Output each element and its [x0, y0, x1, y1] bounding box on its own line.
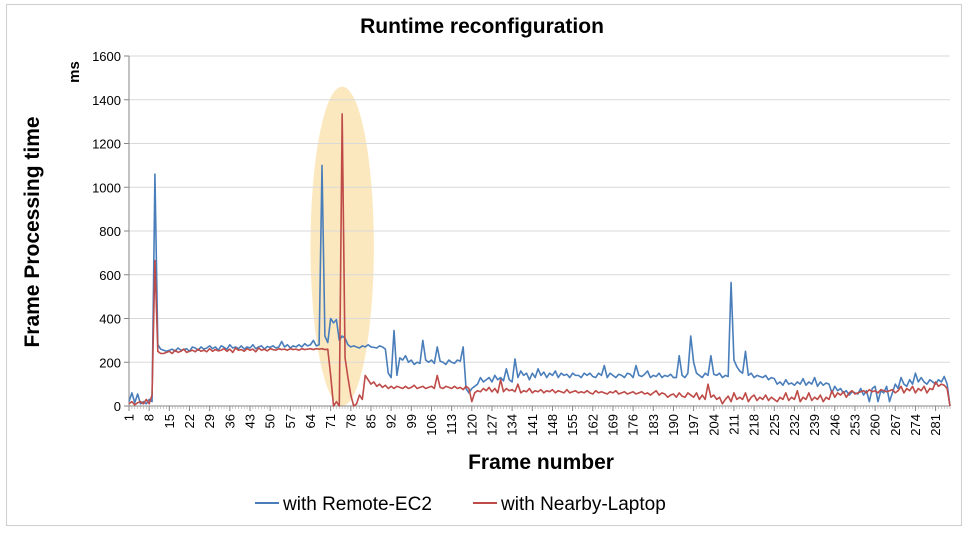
- legend: with Remote-EC2 with Nearby-Laptop: [255, 494, 666, 515]
- y-tick-label: 600: [99, 268, 121, 283]
- x-tick-label: 141: [525, 414, 540, 436]
- x-tick-label: 225: [767, 414, 782, 436]
- y-tick-label: 800: [99, 224, 121, 239]
- x-tick-label: 176: [626, 414, 641, 436]
- legend-label-nearby-laptop: with Nearby-Laptop: [500, 494, 666, 515]
- x-tick-label: 155: [565, 414, 580, 436]
- highlight-layer: [310, 86, 374, 406]
- x-tick-label: 253: [847, 414, 862, 436]
- gridlines: [129, 55, 950, 363]
- axes: 0 200 400 600 800 1000 1200 1400 1600 1 8 15 22 29 36 4…: [92, 49, 951, 436]
- x-tick-label: 162: [585, 414, 600, 436]
- y-tick-label: 1600: [92, 49, 121, 64]
- x-tick-label: 29: [202, 414, 217, 428]
- y-tick-label: 1400: [92, 93, 121, 108]
- x-tick-label: 148: [545, 414, 560, 436]
- x-tick-label: 113: [444, 414, 459, 435]
- y-tick-label: 1000: [92, 180, 121, 195]
- x-tick-label: 169: [605, 414, 620, 436]
- x-tick-label: 281: [928, 414, 943, 436]
- x-tick-label: 267: [888, 414, 903, 436]
- x-tick-label: 127: [484, 414, 499, 436]
- x-tick-label: 246: [827, 414, 842, 436]
- x-tick-label: 211: [726, 414, 741, 435]
- x-tick-label: 197: [686, 414, 701, 436]
- series-line-remote-ec2: [128, 164, 951, 407]
- legend-label-remote-ec2: with Remote-EC2: [282, 494, 432, 515]
- y-axis-title: Frame Processing time: [21, 116, 44, 347]
- x-tick-label: 8: [142, 414, 157, 421]
- x-tick-label: 36: [222, 414, 237, 428]
- x-tick-label: 134: [505, 414, 520, 436]
- x-tick-label: 57: [283, 414, 298, 428]
- x-tick-label: 50: [263, 414, 278, 428]
- x-tick-label: 239: [807, 414, 822, 436]
- x-axis-title: Frame number: [468, 451, 614, 474]
- series-lines: [128, 113, 951, 407]
- series-line-nearby-laptop: [128, 113, 951, 407]
- x-tick-label: 22: [182, 414, 197, 428]
- x-tick-label: 106: [424, 414, 439, 436]
- x-tick-label: 120: [464, 414, 479, 436]
- y-tick-label: 1200: [92, 137, 121, 152]
- x-tick-label: 218: [747, 414, 762, 436]
- x-tick-label: 260: [868, 414, 883, 436]
- x-tick-label: 71: [323, 414, 338, 428]
- x-tick-label: 64: [303, 414, 318, 428]
- highlight-ellipse: [310, 86, 374, 406]
- chart-title: Runtime reconfiguration: [360, 15, 604, 38]
- y-tick-label: 400: [99, 312, 121, 327]
- x-tick-label: 78: [343, 414, 358, 428]
- x-tick-label: 85: [363, 414, 378, 428]
- x-tick-label: 99: [404, 414, 419, 428]
- x-tick-label: 92: [384, 414, 399, 428]
- x-tick-label: 190: [666, 414, 681, 436]
- x-tick-label: 183: [646, 414, 661, 436]
- y-axis-unit: ms: [66, 61, 83, 83]
- chart-frame: [6, 4, 962, 526]
- y-tick-label: 200: [99, 355, 121, 370]
- x-tick-label: 232: [787, 414, 802, 436]
- x-tick-label: 204: [706, 414, 721, 436]
- y-tick-label: 0: [114, 399, 121, 414]
- x-tick-label: 43: [242, 414, 257, 428]
- x-tick-label: 274: [908, 414, 923, 436]
- x-tick-label: 1: [122, 414, 137, 421]
- x-tick-label: 15: [162, 414, 177, 428]
